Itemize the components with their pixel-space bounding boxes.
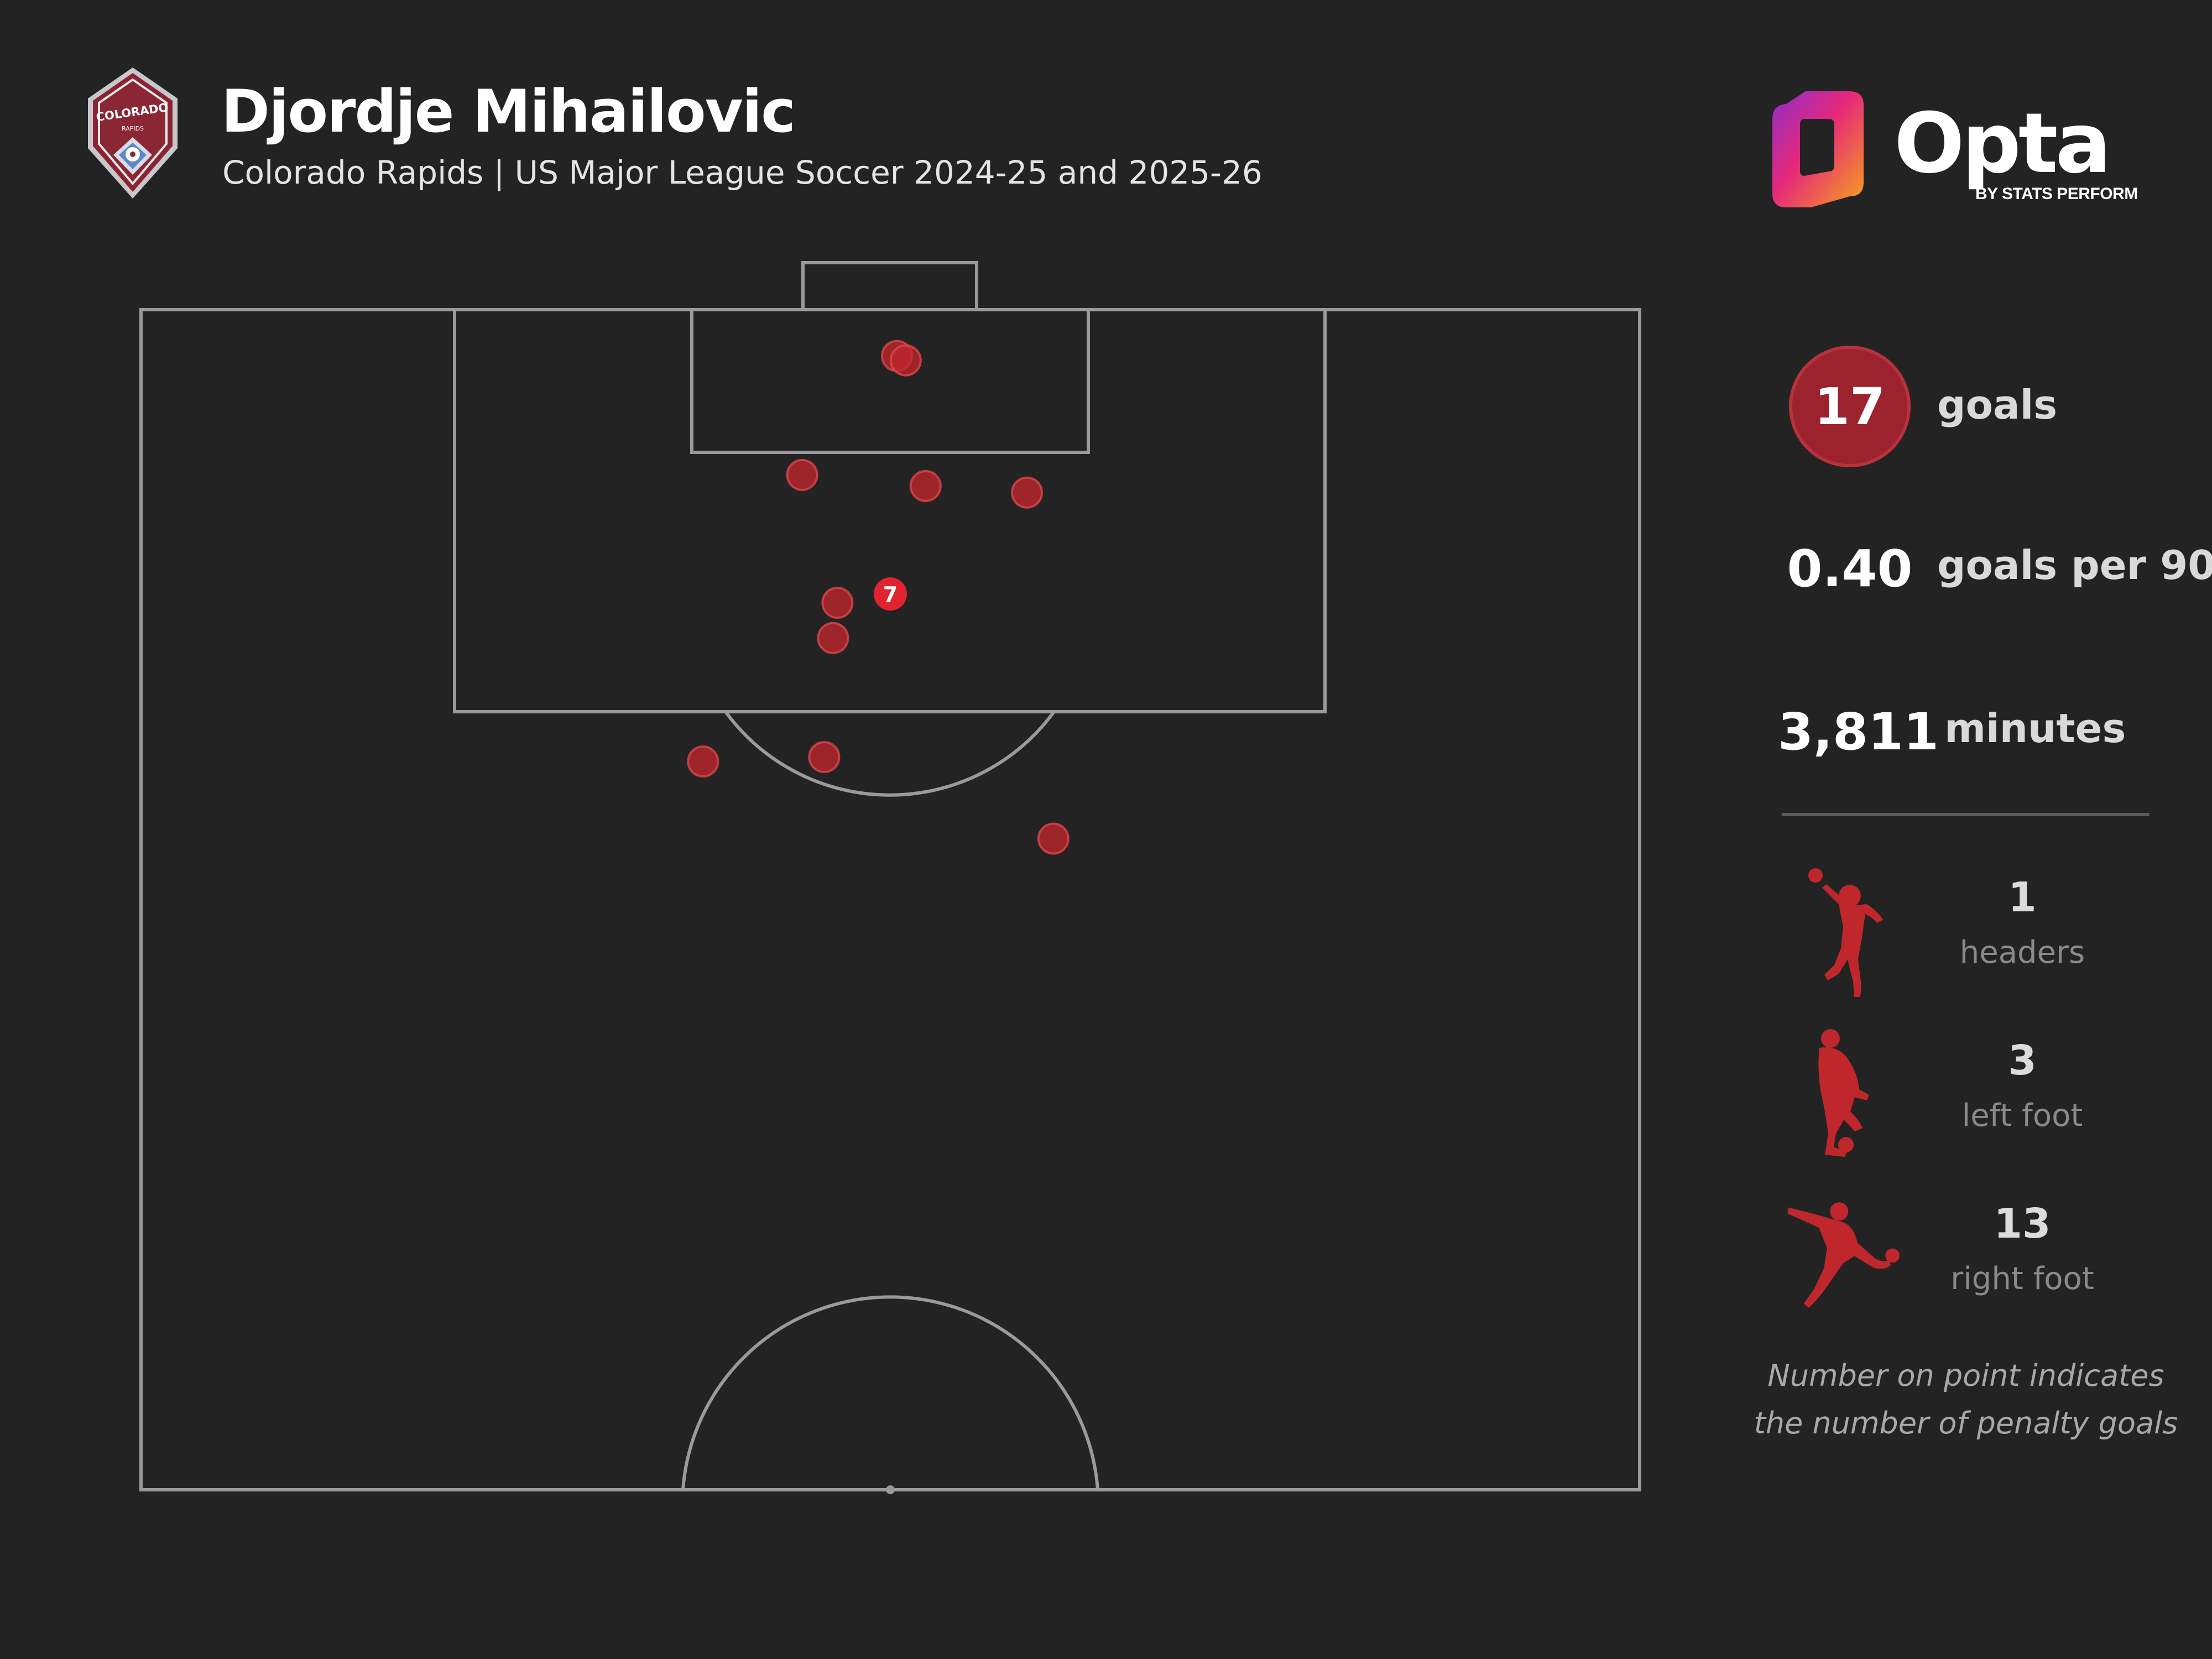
header-player-icon bbox=[1808, 868, 1883, 997]
stats-divider bbox=[1782, 813, 2150, 816]
right-foot-player-icon bbox=[1787, 1202, 1900, 1308]
headers-count: 1 bbox=[2008, 874, 2037, 921]
penalty-goal-count-label: 7 bbox=[883, 582, 898, 607]
left-foot-player-icon bbox=[1818, 1029, 1869, 1157]
headers-label: headers bbox=[1959, 935, 2085, 971]
goal-point bbox=[1037, 822, 1070, 855]
goals-per-90-value: 0.40 bbox=[1787, 539, 1913, 598]
left-foot-count: 3 bbox=[2008, 1037, 2037, 1084]
penalty-goal-point bbox=[874, 577, 907, 611]
colorado-rapids-crest-icon: COLORADO RAPIDS bbox=[88, 67, 178, 199]
six-yard-box bbox=[690, 308, 1090, 454]
right-foot-label: right foot bbox=[1950, 1261, 2094, 1297]
player-name: Djordje Mihailovic bbox=[221, 77, 796, 145]
goal-point bbox=[909, 469, 942, 502]
goal-point bbox=[821, 587, 854, 619]
pitch-map: 7 bbox=[139, 261, 1641, 1494]
goal-point bbox=[786, 458, 818, 491]
goals-per-90-label: goals per 90 bbox=[1937, 542, 2212, 588]
centre-circle bbox=[681, 1295, 1099, 1490]
right-foot-count: 13 bbox=[1994, 1200, 2051, 1248]
opta-subtext: BY STATS PERFORM bbox=[1975, 185, 2138, 203]
goals-label: goals bbox=[1937, 382, 2058, 428]
footnote: Number on point indicates the number of … bbox=[1742, 1352, 2190, 1447]
page-subtitle: Colorado Rapids | US Major League Soccer… bbox=[222, 154, 1262, 191]
goal-point bbox=[1011, 476, 1044, 509]
goal-point bbox=[808, 741, 841, 774]
penalty-arc bbox=[724, 711, 1056, 797]
pitch-boundary bbox=[139, 308, 1641, 1491]
goal-point bbox=[687, 745, 719, 778]
crest-text-bottom: RAPIDS bbox=[122, 125, 144, 132]
minutes-label: minutes bbox=[1944, 705, 2126, 752]
penalty-area bbox=[453, 308, 1327, 713]
goal-point bbox=[889, 344, 922, 377]
goal-points: 7 bbox=[687, 340, 1070, 855]
opta-wordmark: Opta bbox=[1894, 96, 2111, 192]
goal-frame bbox=[801, 261, 978, 311]
centre-spot bbox=[886, 1485, 895, 1494]
minutes-value: 3,811 bbox=[1778, 702, 1939, 761]
footnote-line-2: the number of penalty goals bbox=[1754, 1406, 2178, 1441]
goals-count-badge: 17 bbox=[1789, 346, 1911, 467]
footnote-line-1: Number on point indicates bbox=[1767, 1358, 2164, 1393]
goal-point bbox=[817, 622, 849, 654]
opta-logo-icon bbox=[1772, 91, 1864, 207]
left-foot-label: left foot bbox=[1961, 1098, 2083, 1134]
